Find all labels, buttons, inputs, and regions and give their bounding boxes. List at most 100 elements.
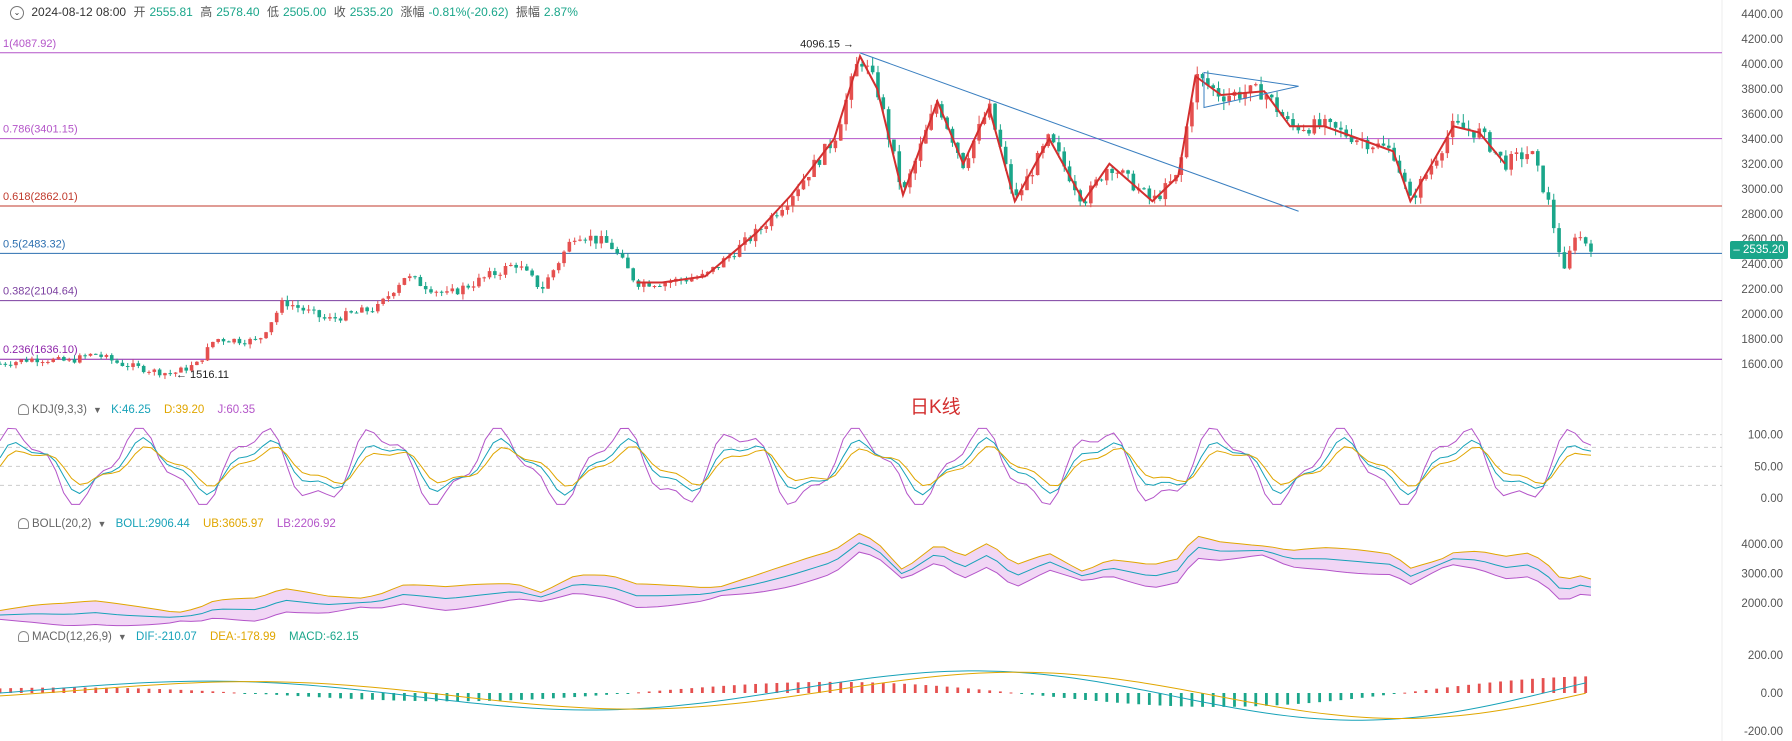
macd-histogram-bar	[637, 692, 640, 694]
candle-body	[471, 286, 476, 288]
candle-body	[296, 305, 300, 308]
macd-histogram-bar	[615, 693, 619, 694]
candle-body	[312, 309, 316, 311]
candle-body	[1238, 91, 1242, 99]
macd-histogram-bar	[1573, 676, 1577, 693]
macd-histogram-bar	[796, 682, 800, 693]
high-label: 高	[200, 5, 213, 19]
candle-body	[189, 365, 194, 371]
macd-hist-value: MACD:-62.15	[289, 631, 359, 643]
macd-histogram-bar	[115, 687, 119, 693]
macd-histogram-bar	[594, 693, 598, 696]
candle-body	[822, 143, 827, 165]
collapse-icon[interactable]: ⌄	[10, 5, 24, 20]
candle-body	[0, 363, 2, 365]
candle-body	[1525, 154, 1529, 160]
macd-histogram-bar	[62, 687, 66, 693]
candle-body	[1126, 170, 1130, 174]
candle-body	[429, 289, 433, 293]
candle-body	[791, 196, 795, 206]
candle-body	[125, 366, 130, 368]
alert-bell-icon[interactable]	[18, 631, 29, 643]
candle-body	[1301, 129, 1306, 131]
macd-dif-line	[0, 670, 1586, 721]
candle-body	[977, 123, 981, 141]
candle-body	[1083, 201, 1088, 204]
dropdown-caret-icon[interactable]: ▼	[92, 405, 102, 415]
macd-dea-value: DEA:-178.99	[209, 631, 276, 643]
candle-body	[1152, 195, 1157, 199]
alert-bell-icon[interactable]	[18, 518, 29, 530]
candle-body	[982, 117, 987, 124]
macd-histogram-bar	[360, 693, 364, 700]
candle-body	[929, 113, 933, 130]
candle-body	[775, 215, 779, 217]
macd-histogram-bar	[1286, 693, 1290, 705]
change-value: -0.81%(-20.62)	[428, 5, 509, 19]
macd-histogram-bar	[488, 693, 491, 701]
macd-histogram-bar	[956, 687, 960, 693]
candle-body	[1248, 85, 1253, 94]
candle-body	[99, 354, 103, 357]
candle-body	[1104, 168, 1109, 181]
candle-body	[1583, 237, 1588, 244]
dropdown-caret-icon[interactable]: ▼	[117, 632, 127, 642]
macd-histogram-bar	[775, 683, 779, 693]
candle-body	[838, 124, 843, 141]
macd-histogram-bar	[754, 683, 757, 693]
macd-histogram-bar	[658, 690, 662, 693]
macd-histogram-bar	[126, 688, 130, 693]
candle-body	[1445, 137, 1450, 154]
candle-body	[1578, 237, 1583, 239]
macd-histogram-bar	[136, 688, 140, 693]
macd-histogram-bar	[434, 693, 438, 702]
candle-body	[67, 359, 71, 361]
candle-body	[62, 357, 66, 361]
alert-bell-icon[interactable]	[18, 404, 29, 416]
candle-body	[1275, 97, 1279, 113]
candle-body	[801, 180, 806, 190]
bar-date: 2024-08-12 08:00	[31, 5, 127, 19]
macd-histogram-bar	[732, 685, 736, 693]
candle-body	[1163, 183, 1168, 200]
candle-body	[322, 317, 327, 319]
candle-body	[647, 282, 651, 287]
fib-level-label: 0.5(2483.32)	[3, 238, 65, 250]
candle-body	[567, 241, 572, 252]
macd-histogram-bar	[764, 683, 768, 693]
macd-histogram-bar	[669, 689, 672, 693]
macd-histogram-bar	[285, 693, 289, 696]
candle-body	[78, 355, 82, 363]
dropdown-caret-icon[interactable]: ▼	[97, 519, 107, 529]
candle-body	[365, 307, 369, 312]
macd-histogram-bar	[1350, 693, 1353, 699]
candle-body	[3, 363, 8, 365]
candle-body	[796, 189, 800, 197]
candle-body	[876, 72, 880, 98]
candle-body	[1285, 116, 1290, 120]
candle-body	[785, 205, 790, 210]
candle-body	[1227, 95, 1231, 102]
macd-dea-line	[0, 671, 1586, 719]
macd-histogram-bar	[94, 687, 98, 693]
candle-body	[1429, 165, 1434, 175]
candle-body	[1025, 176, 1029, 191]
candle-body	[1509, 153, 1513, 170]
macd-histogram-bar	[1307, 693, 1311, 704]
fib-level-label: 1(4087.92)	[3, 38, 56, 50]
candle-body	[498, 274, 502, 276]
close-value: 2535.20	[349, 5, 394, 19]
candle-body	[285, 300, 290, 307]
candle-body	[115, 360, 119, 363]
candle-body	[1200, 74, 1205, 79]
macd-histogram-bar	[1137, 693, 1141, 705]
candle-body	[1089, 185, 1093, 204]
candle-body	[636, 280, 641, 287]
candle-body	[737, 244, 742, 257]
macd-histogram-bar	[339, 693, 342, 699]
candle-body	[1344, 129, 1349, 137]
macd-histogram-bar	[679, 688, 683, 693]
macd-histogram-bar	[1488, 682, 1492, 693]
candle-body	[333, 317, 338, 319]
